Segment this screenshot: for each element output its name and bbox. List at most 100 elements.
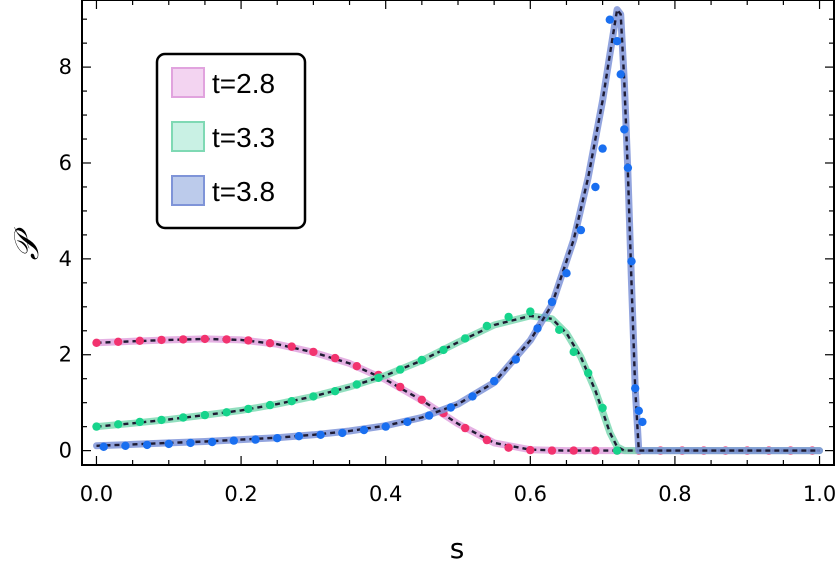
data-point <box>504 312 513 322</box>
legend-label: t=3.8 <box>212 176 275 207</box>
data-point <box>330 353 340 363</box>
data-point <box>547 446 557 455</box>
data-point <box>200 334 210 344</box>
data-point <box>482 321 492 331</box>
y-tick-labels: 0 2 4 6 8 <box>59 55 72 463</box>
data-point <box>222 335 231 344</box>
data-point <box>164 439 173 449</box>
data-point <box>569 347 578 357</box>
data-point <box>591 446 600 455</box>
legend-swatch <box>171 121 205 152</box>
legend-swatch <box>171 175 205 206</box>
data-point <box>569 446 578 455</box>
data-point <box>316 430 325 439</box>
legend-swatch <box>171 67 205 98</box>
legend: t=2.8 t=3.3 t=3.8 <box>155 52 307 230</box>
data-point <box>142 440 152 450</box>
x-tick-label: 0.8 <box>658 482 691 506</box>
data-point <box>338 428 347 438</box>
data-point <box>265 339 275 348</box>
data-point <box>186 438 195 448</box>
x-axis-title: s <box>450 532 465 565</box>
data-point <box>287 342 296 351</box>
y-axis-title: 𝒫 <box>7 226 47 260</box>
data-point <box>584 368 593 378</box>
data-point <box>605 15 614 24</box>
y-tick-label: 6 <box>59 151 72 175</box>
data-point <box>309 392 318 401</box>
data-point <box>244 404 253 414</box>
data-point <box>598 144 607 153</box>
data-point <box>533 324 542 333</box>
data-point <box>114 420 123 429</box>
data-point <box>446 403 455 412</box>
series-layer <box>92 6 823 455</box>
data-point <box>222 408 231 417</box>
data-point <box>504 443 513 452</box>
data-point <box>179 413 188 422</box>
data-point <box>265 400 275 410</box>
y-tick-label: 0 <box>59 439 72 463</box>
data-point <box>135 417 144 427</box>
series-2 <box>92 307 823 455</box>
data-point <box>634 406 643 415</box>
data-point <box>157 335 166 345</box>
x-tick-label: 0.0 <box>80 482 113 506</box>
data-point <box>374 373 383 382</box>
data-point <box>244 336 253 345</box>
data-point <box>490 376 499 386</box>
data-point <box>309 347 318 357</box>
axis-ticks <box>82 0 834 465</box>
data-point <box>620 125 629 134</box>
data-point <box>294 432 304 441</box>
data-point <box>352 380 361 389</box>
data-point <box>208 437 217 447</box>
data-point <box>200 410 210 420</box>
data-point <box>114 337 123 346</box>
data-point <box>381 422 390 431</box>
y-tick-label: 2 <box>59 343 72 367</box>
data-point <box>157 415 166 425</box>
data-point <box>287 397 296 406</box>
x-tick-label: 0.6 <box>514 482 547 506</box>
data-point <box>99 442 108 451</box>
data-point <box>526 445 535 455</box>
x-tick-labels: 0.0 0.2 0.4 0.6 0.8 1.0 <box>80 482 836 506</box>
data-point <box>330 387 340 396</box>
series-dashed-curve <box>96 314 820 452</box>
data-point <box>417 395 426 404</box>
series-3 <box>93 6 823 455</box>
data-point <box>598 403 607 413</box>
data-point <box>417 355 426 365</box>
data-point <box>273 434 282 443</box>
data-point <box>511 355 520 364</box>
data-point <box>547 297 557 307</box>
data-point <box>229 436 238 445</box>
data-point <box>562 269 571 278</box>
data-point <box>623 163 633 172</box>
data-point <box>627 257 636 266</box>
data-point <box>468 392 477 401</box>
data-point <box>92 422 101 431</box>
legend-label: t=3.3 <box>212 122 275 153</box>
data-point <box>638 417 647 427</box>
data-point <box>92 338 101 347</box>
data-point <box>403 417 412 427</box>
y-tick-label: 8 <box>59 55 72 79</box>
x-tick-label: 0.2 <box>224 482 257 506</box>
x-tick-label: 0.4 <box>369 482 402 506</box>
data-point <box>612 446 622 455</box>
data-point <box>121 441 130 450</box>
data-point <box>179 335 188 344</box>
data-point <box>631 384 640 393</box>
y-tick-label: 4 <box>59 247 72 271</box>
data-point <box>359 425 369 435</box>
data-point <box>616 70 625 79</box>
data-point <box>555 325 564 334</box>
x-tick-label: 1.0 <box>803 482 836 506</box>
data-point <box>576 225 586 235</box>
data-point <box>135 336 144 345</box>
data-point <box>591 182 600 192</box>
data-point <box>612 37 622 46</box>
